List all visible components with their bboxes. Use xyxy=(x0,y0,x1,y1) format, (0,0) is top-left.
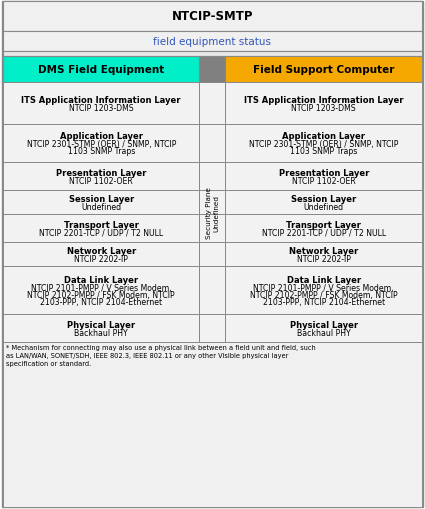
Text: Security Plane
Undefined: Security Plane Undefined xyxy=(206,187,219,239)
Bar xyxy=(226,57,422,83)
Text: 1103 SNMP Traps: 1103 SNMP Traps xyxy=(290,147,357,156)
Bar xyxy=(3,163,199,191)
Bar xyxy=(3,32,422,52)
Bar xyxy=(3,343,422,507)
Bar xyxy=(199,83,226,125)
Text: 2103-PPP, NTCIP 2104-Ethernet: 2103-PPP, NTCIP 2104-Ethernet xyxy=(40,297,162,306)
Text: Transport Layer: Transport Layer xyxy=(64,220,139,229)
Text: NTCIP 2301-STMP (OER) / SNMP, NTCIP: NTCIP 2301-STMP (OER) / SNMP, NTCIP xyxy=(26,140,176,149)
Text: DMS Field Equipment: DMS Field Equipment xyxy=(38,65,164,75)
Text: Session Layer: Session Layer xyxy=(68,194,134,204)
Text: NTCIP 1102-OER: NTCIP 1102-OER xyxy=(292,177,356,185)
Bar xyxy=(3,52,422,57)
Text: NTCIP 1203-DMS: NTCIP 1203-DMS xyxy=(292,103,356,112)
Text: NTCIP 1102-OER: NTCIP 1102-OER xyxy=(69,177,133,185)
Text: NTCIP 2202-IP: NTCIP 2202-IP xyxy=(297,254,351,263)
Text: NTCIP 2301-STMP (OER) / SNMP, NTCIP: NTCIP 2301-STMP (OER) / SNMP, NTCIP xyxy=(249,140,398,149)
Bar xyxy=(3,83,199,125)
Bar xyxy=(199,191,226,215)
Text: NTCIP 2102-PMPP / FSK Modem, NTCIP: NTCIP 2102-PMPP / FSK Modem, NTCIP xyxy=(28,290,175,299)
Bar xyxy=(226,267,422,315)
Text: ITS Application Information Layer: ITS Application Information Layer xyxy=(22,96,181,104)
Bar xyxy=(199,267,226,315)
Text: Field Support Computer: Field Support Computer xyxy=(253,65,394,75)
Text: NTCIP-SMTP: NTCIP-SMTP xyxy=(172,11,253,23)
Text: NTCIP 1203-DMS: NTCIP 1203-DMS xyxy=(69,103,133,112)
Bar xyxy=(3,191,199,215)
Text: Undefined: Undefined xyxy=(304,203,344,211)
Text: Presentation Layer: Presentation Layer xyxy=(56,168,147,178)
Text: * Mechanism for connecting may also use a physical link between a field unit and: * Mechanism for connecting may also use … xyxy=(6,344,316,366)
Bar xyxy=(3,242,199,267)
Bar xyxy=(199,57,226,83)
Bar xyxy=(226,242,422,267)
Text: field equipment status: field equipment status xyxy=(153,37,272,47)
Bar xyxy=(226,125,422,163)
Bar xyxy=(226,315,422,343)
Bar xyxy=(3,57,199,83)
Text: Application Layer: Application Layer xyxy=(60,132,143,141)
Bar xyxy=(199,242,226,267)
Text: NTCIP 2101-PMPP / V Series Modem,: NTCIP 2101-PMPP / V Series Modem, xyxy=(31,283,172,292)
Text: Session Layer: Session Layer xyxy=(291,194,357,204)
Text: NTCIP 2201-TCP / UDP / T2 NULL: NTCIP 2201-TCP / UDP / T2 NULL xyxy=(39,229,163,237)
Bar xyxy=(226,83,422,125)
Text: NTCIP 2102-PMPP / FSK Modem, NTCIP: NTCIP 2102-PMPP / FSK Modem, NTCIP xyxy=(250,290,397,299)
Text: Application Layer: Application Layer xyxy=(282,132,365,141)
Text: NTCIP 2101-PMPP / V Series Modem,: NTCIP 2101-PMPP / V Series Modem, xyxy=(253,283,394,292)
Text: Network Layer: Network Layer xyxy=(67,246,136,255)
Text: Presentation Layer: Presentation Layer xyxy=(278,168,369,178)
Bar xyxy=(3,2,422,32)
Text: Undefined: Undefined xyxy=(81,203,121,211)
Text: 1103 SNMP Traps: 1103 SNMP Traps xyxy=(68,147,135,156)
Bar xyxy=(199,215,226,242)
Text: Backhaul PHY: Backhaul PHY xyxy=(74,328,128,337)
Bar xyxy=(3,125,199,163)
Text: Data Link Layer: Data Link Layer xyxy=(64,275,138,284)
Bar xyxy=(226,215,422,242)
Bar xyxy=(199,125,226,163)
Text: Backhaul PHY: Backhaul PHY xyxy=(297,328,351,337)
Text: Network Layer: Network Layer xyxy=(289,246,358,255)
Text: Physical Layer: Physical Layer xyxy=(67,320,135,329)
Bar xyxy=(3,267,199,315)
Text: ITS Application Information Layer: ITS Application Information Layer xyxy=(244,96,403,104)
Bar xyxy=(226,163,422,191)
Bar xyxy=(199,315,226,343)
Bar xyxy=(3,315,199,343)
Text: 2103-PPP, NTCIP 2104-Ethernet: 2103-PPP, NTCIP 2104-Ethernet xyxy=(263,297,385,306)
Text: Data Link Layer: Data Link Layer xyxy=(287,275,361,284)
Text: Physical Layer: Physical Layer xyxy=(290,320,358,329)
Bar xyxy=(199,163,226,191)
Bar xyxy=(3,215,199,242)
Text: NTCIP 2201-TCP / UDP / T2 NULL: NTCIP 2201-TCP / UDP / T2 NULL xyxy=(262,229,386,237)
Text: NTCIP 2202-IP: NTCIP 2202-IP xyxy=(74,254,128,263)
Text: Transport Layer: Transport Layer xyxy=(286,220,361,229)
Bar xyxy=(226,191,422,215)
